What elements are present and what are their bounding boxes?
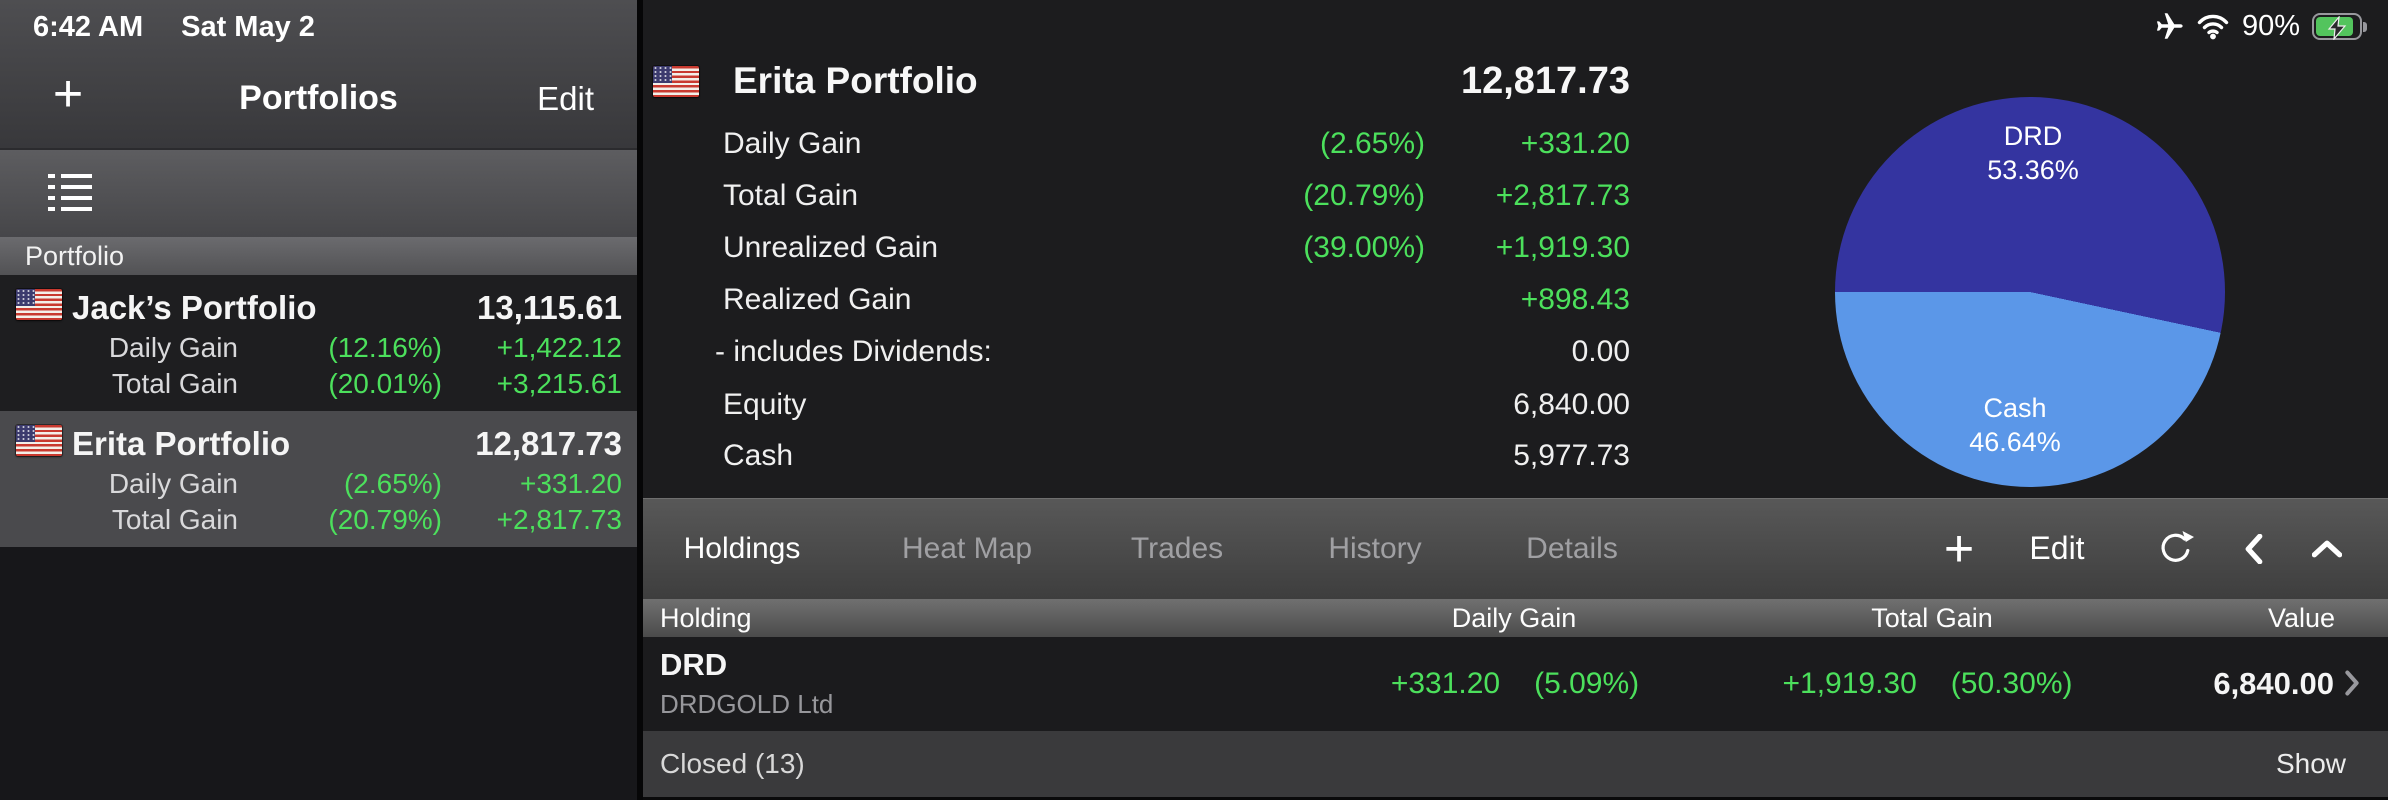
summary-row-dividends: - includes Dividends: 0.00 (715, 335, 1630, 368)
daily-gain-pct: (2.65%) (343, 468, 442, 499)
portfolio-value: 13,115.61 (477, 289, 622, 326)
sidebar-divider (637, 0, 643, 800)
selected-portfolio-total: 12,817.73 (1460, 60, 1630, 102)
add-portfolio-button[interactable]: + (38, 66, 98, 126)
edit-portfolios-button[interactable]: Edit (537, 80, 594, 117)
portfolio-value: 12,817.73 (475, 425, 622, 462)
daily-gain-amount: +331.20 (520, 468, 622, 499)
tab-details[interactable]: Details (1526, 532, 1618, 565)
chevron-left-icon (2245, 533, 2263, 564)
total-gain-pct: (20.79%) (328, 504, 442, 535)
total-gain-amount: +3,215.61 (496, 368, 622, 399)
holding-value: 6,840.00 (2213, 666, 2334, 701)
tab-trades[interactable]: Trades (1130, 532, 1224, 565)
charging-bolt-icon (2327, 15, 2347, 40)
portfolios-sidebar: 6:42 AM Sat May 2 + Portfolios Edit Portf… (0, 0, 637, 800)
summary-row-equity: Equity 6,840.00 (723, 388, 1630, 421)
collapse-left-button[interactable] (2244, 498, 2264, 599)
pie-slice-label-drd: DRD 53.36% (1987, 121, 2079, 185)
holdings-table-header: Holding Daily Gain Total Gain Value (643, 599, 2388, 637)
summary-row-cash: Cash 5,977.73 (723, 439, 1630, 472)
col-holding: Holding (660, 603, 752, 633)
wifi-icon (2197, 14, 2229, 39)
summary-row-daily-gain: Daily Gain (2.65%) +331.20 (723, 127, 1630, 160)
daily-gain-pct: (12.16%) (328, 332, 442, 363)
summary-row-realized-gain: Realized Gain +898.43 (723, 283, 1630, 316)
portfolio-name: Jack’s Portfolio (72, 289, 317, 326)
portfolio-name: Erita Portfolio (72, 425, 291, 462)
edit-holdings-button[interactable]: Edit (2029, 530, 2085, 566)
total-gain-pct: (20.01%) (328, 368, 442, 399)
pie-slice-label-cash: Cash 46.64% (1969, 393, 2061, 457)
battery-percent-label: 90% (2241, 9, 2300, 42)
allocation-pie (1835, 97, 2225, 487)
daily-gain-amount: +1,422.12 (496, 332, 622, 363)
total-gain-label: Total Gain (111, 504, 238, 535)
battery-charging-icon (2312, 12, 2367, 40)
us-flag-icon (16, 289, 62, 320)
portfolio-column-header: Portfolio (0, 237, 637, 275)
add-holding-button[interactable]: + (1944, 498, 1974, 599)
col-total-gain: Total Gain (1871, 603, 1993, 633)
list-view-icon[interactable] (48, 174, 92, 218)
daily-gain-label: Daily Gain (108, 332, 238, 363)
refresh-button[interactable] (2155, 498, 2195, 599)
closed-positions-bar: Closed (13) Show (643, 731, 2388, 797)
detail-tab-bar: Holdings Heat Map Trades History Details… (643, 498, 2388, 599)
us-flag-icon (653, 66, 699, 97)
chevron-right-icon (2345, 670, 2359, 696)
plus-icon: + (1943, 519, 1975, 578)
portfolio-row-jacks[interactable]: Jack’s Portfolio 13,115.61 Daily Gain (1… (0, 275, 637, 411)
holding-daily-gain: +331.20 (5.09%) (1390, 667, 1640, 700)
portfolio-total-gain-line: Total Gain (20.01%) +3,215.61 (0, 368, 637, 402)
status-bar-left: 6:42 AM Sat May 2 (33, 11, 315, 44)
daily-gain-label: Daily Gain (108, 468, 238, 499)
summary-row-unrealized-gain: Unrealized Gain (39.00%) +1,919.30 (723, 231, 1630, 264)
sidebar-header: 6:42 AM Sat May 2 + Portfolios Edit (0, 0, 637, 148)
status-bar-right: 90% (2154, 8, 2367, 44)
bottom-edge (643, 797, 2388, 800)
closed-count-label: Closed (13) (660, 748, 805, 779)
total-gain-amount: +2,817.73 (496, 504, 622, 535)
portfolio-total-gain-line: Total Gain (20.79%) +2,817.73 (0, 504, 637, 538)
holding-total-gain: +1,919.30 (50.30%) (1782, 667, 2073, 700)
col-value: Value (2267, 603, 2335, 633)
portfolio-daily-gain-line: Daily Gain (12.16%) +1,422.12 (0, 332, 637, 366)
holding-row-drd[interactable]: DRD DRDGOLD Ltd +331.20 (5.09%) +1,919.30… (643, 637, 2388, 731)
holding-company-name: DRDGOLD Ltd (660, 689, 834, 719)
selected-portfolio-title: Erita Portfolio (733, 60, 978, 101)
chevron-up-icon (2312, 540, 2342, 557)
clock-date: Sat May 2 (181, 11, 315, 43)
refresh-icon (2161, 530, 2194, 562)
show-closed-button[interactable]: Show (2275, 748, 2346, 779)
total-gain-label: Total Gain (111, 368, 238, 399)
sidebar-toolbar (0, 148, 637, 237)
sidebar-title: Portfolios (239, 79, 398, 117)
collapse-up-button[interactable] (2312, 498, 2342, 599)
us-flag-icon (16, 425, 62, 456)
tab-history[interactable]: History (1328, 532, 1422, 565)
tab-holdings[interactable]: Holdings (683, 532, 801, 565)
holding-symbol: DRD (660, 647, 728, 682)
airplane-mode-icon (2156, 13, 2183, 39)
portfolio-daily-gain-line: Daily Gain (2.65%) +331.20 (0, 468, 637, 502)
clock-time: 6:42 AM (33, 11, 144, 43)
col-daily-gain: Daily Gain (1451, 603, 1577, 633)
tab-heat-map[interactable]: Heat Map (901, 532, 1033, 565)
portfolio-detail-panel: 90% Erita Portfolio 12,817.73 Daily Gain… (643, 0, 2388, 800)
plus-icon: + (52, 65, 84, 123)
summary-row-total-gain: Total Gain (20.79%) +2,817.73 (723, 179, 1630, 212)
portfolio-row-erita[interactable]: Erita Portfolio 12,817.73 Daily Gain (2.… (0, 411, 637, 547)
